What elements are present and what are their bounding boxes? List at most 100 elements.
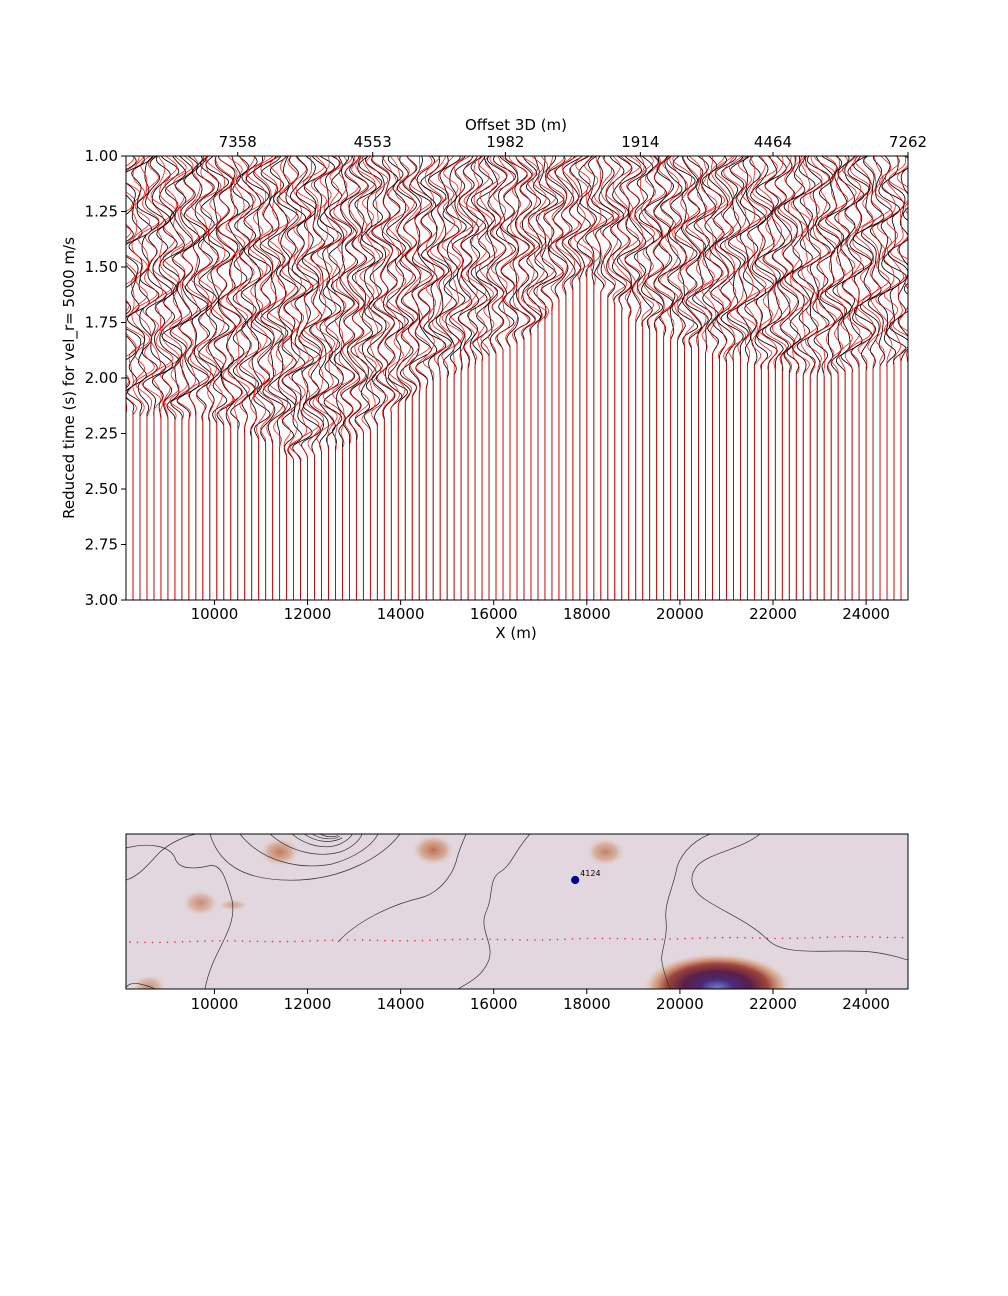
y-tick-label: 1.75: [85, 314, 118, 332]
synthetic-trace: [583, 156, 601, 600]
synthetic-trace: [788, 156, 808, 600]
synthetic-trace: [163, 156, 186, 600]
profile-point: [752, 937, 754, 939]
map-x-tick-label: 18000: [563, 995, 611, 1013]
y-axis-label: Reduced time (s) for vel_r= 5000 m/s: [60, 237, 79, 519]
wiggle-traces: [116, 156, 920, 600]
profile-point: [152, 942, 154, 944]
profile-point: [272, 941, 274, 943]
observed-trace: [515, 156, 535, 600]
synthetic-trace: [837, 156, 856, 600]
synthetic-trace: [871, 156, 892, 600]
profile-point: [617, 938, 619, 940]
profile-point: [234, 940, 236, 942]
anomaly-blob: [182, 890, 220, 917]
y-tick-label: 2.50: [85, 480, 118, 498]
observed-trace: [547, 156, 568, 600]
profile-point: [789, 938, 791, 940]
profile-point: [579, 938, 581, 940]
station-marker: [572, 876, 579, 883]
observed-trace: [658, 156, 682, 600]
synthetic-trace: [516, 156, 536, 600]
profile-point: [654, 938, 656, 940]
y-tick-label: 1.50: [85, 258, 118, 276]
profile-point: [699, 937, 701, 939]
profile-point: [459, 939, 461, 941]
synthetic-trace: [625, 156, 644, 600]
synthetic-trace: [575, 156, 595, 600]
profile-point: [474, 938, 476, 940]
profile-point: [279, 941, 281, 943]
anomaly-blob: [131, 974, 167, 1000]
profile-point: [729, 937, 731, 939]
profile-point: [677, 938, 679, 940]
observed-trace: [505, 156, 530, 600]
observed-trace: [686, 156, 709, 600]
synthetic-trace: [236, 156, 255, 600]
observed-trace: [428, 156, 452, 600]
profile-point: [167, 942, 169, 944]
profile-point: [182, 941, 184, 943]
profile-point: [557, 939, 559, 941]
synthetic-trace: [450, 156, 473, 600]
synthetic-trace: [381, 156, 400, 600]
profile-point: [377, 940, 379, 942]
profile-point: [564, 938, 566, 940]
synthetic-trace: [240, 156, 264, 600]
profile-point: [407, 940, 409, 942]
profile-point: [287, 941, 289, 943]
map-x-tick-label: 10000: [191, 995, 239, 1013]
observed-trace: [770, 156, 792, 600]
synthetic-trace: [347, 156, 368, 600]
profile-point: [302, 940, 304, 942]
profile-point: [174, 941, 176, 943]
synthetic-trace: [488, 156, 508, 600]
observed-trace: [493, 156, 515, 600]
synthetic-trace: [805, 156, 828, 600]
x-tick-label: 22000: [749, 605, 797, 623]
observed-trace: [446, 156, 466, 600]
profile-point: [602, 938, 604, 940]
profile-point: [804, 937, 806, 939]
profile-point: [482, 938, 484, 940]
y-tick-label: 1.25: [85, 203, 118, 221]
map-x-tick-label: 14000: [377, 995, 425, 1013]
profile-point: [872, 936, 874, 938]
profile-point: [534, 939, 536, 941]
profile-point: [767, 938, 769, 940]
observed-trace: [720, 156, 743, 600]
map-x-tick-label: 22000: [749, 995, 797, 1013]
profile-point: [834, 936, 836, 938]
observed-trace: [359, 156, 382, 600]
synthetic-trace: [438, 156, 458, 600]
synthetic-trace: [177, 156, 198, 600]
profile-point: [624, 938, 626, 940]
profile-point: [707, 937, 709, 939]
anomaly-blob: [585, 838, 626, 867]
profile-point: [692, 938, 694, 940]
synthetic-trace: [442, 156, 463, 600]
synthetic-trace: [554, 156, 574, 600]
profile-point: [444, 939, 446, 941]
profile-point: [842, 936, 844, 938]
profile-point: [467, 938, 469, 940]
profile-point: [137, 942, 139, 944]
profile-point: [309, 940, 311, 942]
x-axis-label: X (m): [495, 624, 536, 642]
synthetic-trace: [562, 156, 581, 600]
observed-trace: [555, 156, 575, 600]
profile-point: [744, 937, 746, 939]
map-x-tick-label: 16000: [470, 995, 518, 1013]
profile-point: [204, 940, 206, 942]
offset-tick-label: 1982: [486, 133, 524, 151]
profile-point: [497, 939, 499, 941]
profile-point: [429, 940, 431, 942]
profile-point: [504, 939, 506, 941]
offset-tick-label: 4464: [754, 133, 792, 151]
profile-point: [249, 940, 251, 942]
profile-point: [857, 936, 859, 938]
profile-point: [242, 940, 244, 942]
x-tick-label: 10000: [191, 605, 239, 623]
profile-point: [759, 937, 761, 939]
profile-point: [714, 937, 716, 939]
